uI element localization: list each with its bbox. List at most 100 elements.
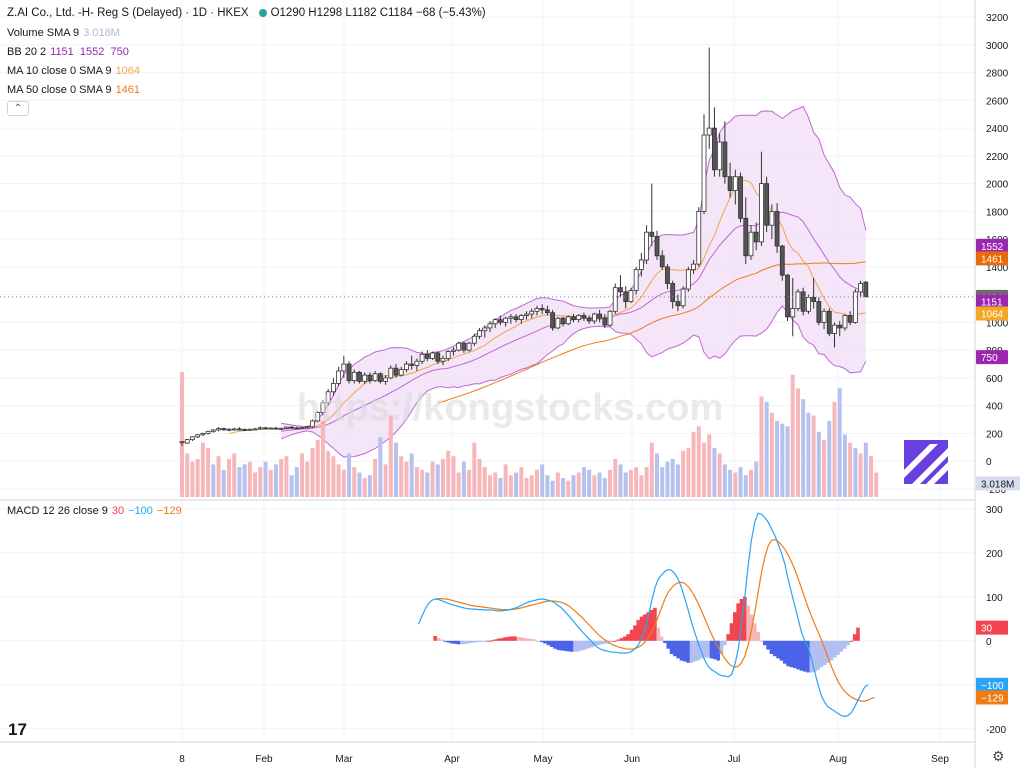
volume-bar [597, 472, 602, 497]
candle-body [283, 426, 289, 429]
candle-body [591, 313, 597, 322]
volume-bar [467, 469, 472, 497]
legend-macd[interactable]: MACD 12 26 close 9 30 −100 −129 [7, 505, 186, 517]
macd-histogram-bar [483, 640, 487, 642]
macd-histogram-bar [433, 635, 437, 641]
volume-bar [200, 442, 205, 497]
candle-body [466, 342, 472, 351]
legend-bb-values: 1151 1552 750 [50, 46, 129, 58]
market-status-icon [258, 8, 267, 17]
candle-body [205, 430, 211, 434]
volume-bar [279, 458, 284, 497]
candle-body [393, 367, 399, 376]
volume-bar [848, 442, 853, 497]
legend-ma50[interactable]: MA 50 close 0 SMA 9 1461 [7, 84, 144, 96]
candle-body [351, 371, 357, 382]
volume-bar [592, 475, 597, 497]
macd-tick-label: 200 [986, 549, 1003, 560]
volume-bar [780, 423, 785, 497]
volume-bar [613, 458, 618, 497]
macd-histogram-bar [579, 640, 584, 651]
candle-body [670, 283, 676, 302]
candle-body [607, 310, 613, 326]
macd-histogram-bar [443, 640, 447, 642]
bb-upper-line [281, 105, 867, 428]
macd-histogram-bar [529, 639, 534, 641]
macd-histogram-bar [603, 640, 607, 644]
price-tag-label: −100 [981, 681, 1004, 692]
macd-histogram-bar [819, 640, 824, 668]
price-tag-box [976, 294, 1008, 309]
volume-bar [206, 448, 211, 497]
candle-body [832, 324, 837, 334]
candle-body [571, 316, 576, 321]
macd-histogram-bar [839, 640, 844, 652]
volume-bar [707, 434, 712, 497]
volume-bar [446, 450, 451, 497]
macd-histogram-bar [616, 639, 621, 641]
macd-histogram-bar [599, 640, 604, 645]
time-tick-label: Jun [624, 754, 640, 765]
volume-bar [367, 475, 372, 497]
macd-histogram-bar [593, 640, 597, 647]
macd-histogram-bar [762, 640, 767, 646]
volume-bar [216, 456, 221, 497]
macd-histogram-bar [842, 640, 847, 649]
volume-bar [503, 464, 508, 497]
legend-ma50-value: 1461 [115, 84, 141, 96]
volume-bar [388, 415, 393, 497]
macd-histogram-bar [646, 612, 651, 641]
candle-body [597, 313, 602, 319]
legend-macd-label: MACD 12 26 close 9 [7, 505, 108, 517]
volume-bar [399, 456, 404, 497]
price-tick-label: 2400 [986, 124, 1009, 135]
macd-histogram-bar [503, 637, 507, 641]
price-tag-label: 750 [981, 353, 998, 364]
volume-bar [681, 450, 686, 497]
candle-body [675, 301, 681, 307]
macd-histogram-bar [576, 640, 581, 652]
candle-body [618, 287, 623, 293]
volume-bar [738, 467, 743, 497]
candle-body [732, 176, 738, 191]
price-tag-box [976, 306, 1008, 321]
macd-line [417, 512, 869, 718]
tradingview-logo-icon[interactable]: 17 [8, 720, 27, 739]
price-tick-label: 2200 [986, 152, 1009, 163]
symbol-title[interactable]: Z.AI Co., Ltd. -H- Reg S (Delayed) · 1D … [7, 7, 249, 19]
price-tick-label: 3000 [986, 41, 1009, 52]
macd-histogram-bar [829, 640, 834, 661]
price-tick-label: 2600 [986, 96, 1009, 107]
macd-histogram-bar [719, 640, 724, 654]
price-tag-label: 1461 [981, 254, 1004, 265]
macd-histogram-bar [779, 640, 784, 661]
volume-bar [608, 469, 613, 497]
legend-ma10[interactable]: MA 10 close 0 SMA 9 1064 [7, 65, 144, 77]
legend-ma50-label: MA 50 close 0 SMA 9 [7, 84, 112, 96]
watermark: https://kongstocks.com [297, 387, 724, 429]
candle-body [367, 374, 373, 382]
legend-volume[interactable]: Volume SMA 9 3.018M [7, 27, 124, 39]
legend-bb[interactable]: BB 20 2 1151 1552 750 [7, 46, 133, 58]
macd-histogram-bar [723, 640, 727, 646]
macd-histogram-bar [436, 638, 441, 641]
macd-histogram-bar [772, 640, 777, 657]
candle-body [179, 441, 185, 444]
bb-fill [281, 106, 866, 458]
candle-body [195, 434, 201, 438]
macd-histogram-bar [736, 603, 740, 641]
gear-icon[interactable]: ⚙ [992, 748, 1005, 764]
candle-body [680, 288, 686, 307]
macd-histogram-bar [836, 640, 840, 655]
chevron-up-icon[interactable]: ⌃ [7, 101, 29, 116]
volume-bar [748, 469, 753, 497]
price-tag-label: −129 [981, 694, 1004, 705]
price-tag-box [976, 476, 1020, 491]
candle-body [685, 269, 691, 290]
macd-histogram-bar [673, 640, 677, 657]
candle-body [665, 266, 670, 284]
volume-bar [336, 464, 341, 497]
volume-bar [409, 453, 414, 497]
macd-histogram-bar [776, 640, 780, 659]
